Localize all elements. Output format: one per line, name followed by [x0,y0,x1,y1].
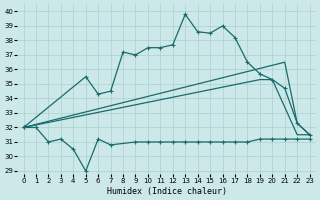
X-axis label: Humidex (Indice chaleur): Humidex (Indice chaleur) [107,187,227,196]
